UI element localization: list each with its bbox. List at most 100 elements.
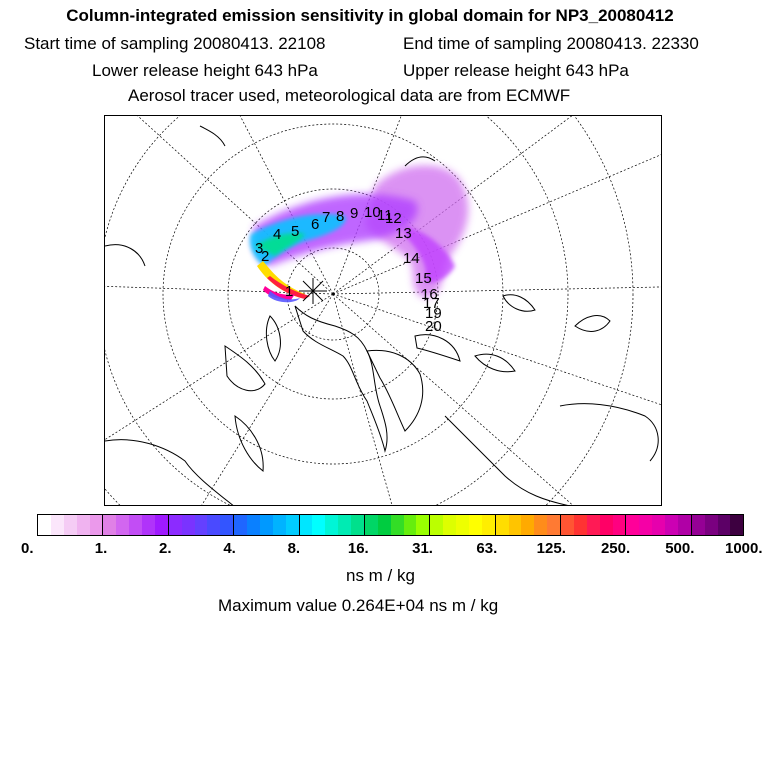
trajectory-label: 16 [421, 286, 438, 303]
colorbar-swatch [456, 515, 469, 535]
polar-map-panel: 1 2 3 4 5 6 7 8 9 10 11 12 13 14 15 16 1… [104, 115, 662, 506]
colorbar-tick-label: 31. [412, 540, 433, 557]
colorbar-swatch [508, 515, 522, 535]
colorbar-tick-label: 8. [287, 540, 301, 557]
colorbar-tick-label: 2. [159, 540, 172, 557]
colorbar-swatch [652, 515, 665, 535]
trajectory-label: 5 [291, 223, 299, 240]
tracer-info-label: Aerosol tracer used, meteorological data… [128, 86, 571, 105]
lower-release-label: Lower release height 643 hPa [92, 61, 318, 80]
colorbar-swatch [247, 515, 260, 535]
colorbar-swatch [495, 515, 509, 535]
trajectory-label: 3 [255, 240, 263, 257]
upper-release-label: Upper release height 643 hPa [403, 61, 629, 80]
trajectory-labels: 1 2 3 4 5 6 7 8 9 10 11 12 13 14 15 16 1… [255, 204, 442, 335]
trajectory-label: 19 [425, 305, 442, 322]
colorbar-tick-label: 125. [536, 540, 566, 557]
colorbar-swatch [299, 515, 313, 535]
colorbar-swatch [677, 515, 692, 535]
coastlines [105, 125, 659, 505]
trajectory-label: 12 [385, 210, 402, 227]
colorbar-swatch [704, 515, 718, 535]
colorbar-swatch [691, 515, 705, 535]
colorbar-swatch [665, 515, 678, 535]
colorbar-swatch [443, 515, 456, 535]
colorbar-swatch [351, 515, 365, 535]
colorbar-swatch [481, 515, 496, 535]
colorbar-tick-label: 0. [21, 540, 34, 557]
trajectory-label: 14 [403, 250, 420, 267]
colorbar-swatch [612, 515, 627, 535]
trajectory-label: 20 [425, 318, 442, 335]
colorbar-swatch [63, 515, 77, 535]
colorbar-swatch [586, 515, 600, 535]
end-time-label: End time of sampling 20080413. 22330 [403, 34, 699, 53]
colorbar [37, 514, 744, 536]
colorbar-swatch [599, 515, 613, 535]
colorbar-swatch [207, 515, 221, 535]
colorbar-swatch [403, 515, 417, 535]
trajectory-label: 1 [285, 283, 293, 300]
trajectory-label: 6 [311, 216, 319, 233]
trajectory-label: 2 [261, 248, 269, 265]
meridian-lines [105, 116, 661, 505]
figure-title: Column-integrated emission sensitivity i… [66, 6, 674, 25]
release-site-star [299, 278, 327, 304]
colorbar-swatch [194, 515, 208, 535]
colorbar-swatch [38, 515, 51, 535]
colorbar-swatch [626, 515, 640, 535]
trajectory-label: 13 [395, 225, 412, 242]
colorbar-swatch [573, 515, 587, 535]
colorbar-swatch [338, 515, 351, 535]
colorbar-swatch [325, 515, 339, 535]
colorbar-swatch [547, 515, 561, 535]
colorbar-swatch [377, 515, 391, 535]
colorbar-swatch [730, 515, 744, 535]
trajectory-label: 9 [350, 205, 358, 222]
colorbar-tick-label: 500. [665, 540, 695, 557]
colorbar-tick-label: 1000. [725, 540, 763, 557]
start-time-label: Start time of sampling 20080413. 22108 [24, 34, 326, 53]
trajectory-label: 10 [364, 204, 381, 221]
emission-plume [249, 165, 469, 303]
trajectory-label: 17 [423, 295, 440, 312]
latitude-circles [105, 116, 634, 505]
trajectory-label: 7 [322, 209, 330, 226]
colorbar-swatch [220, 515, 235, 535]
colorbar-swatch [468, 515, 482, 535]
colorbar-swatch [272, 515, 286, 535]
trajectory-label: 4 [273, 226, 281, 243]
colorbar-tick-label: 16. [347, 540, 369, 557]
colorbar-swatch [181, 515, 195, 535]
colorbar-swatch [534, 515, 548, 535]
colorbar-tick-label: 1. [94, 540, 108, 557]
trajectory-label: 8 [336, 208, 344, 225]
colorbar-swatch [116, 515, 130, 535]
colorbar-swatch [142, 515, 155, 535]
colorbar-swatch [50, 515, 64, 535]
colorbar-swatch [639, 515, 653, 535]
colorbar-swatch [364, 515, 378, 535]
colorbar-swatch [285, 515, 300, 535]
colorbar-swatch [259, 515, 273, 535]
colorbar-swatch [561, 515, 574, 535]
colorbar-swatch [430, 515, 444, 535]
polar-map-svg: 1 2 3 4 5 6 7 8 9 10 11 12 13 14 15 16 1… [105, 116, 661, 505]
colorbar-swatch [103, 515, 117, 535]
colorbar-tick-label: 4. [223, 540, 236, 557]
colorbar-swatch [168, 515, 182, 535]
colorbar-swatch [76, 515, 90, 535]
colorbar-swatch [234, 515, 247, 535]
colorbar-tick-label: 63. [476, 540, 498, 557]
colorbar-tick-label: 250. [600, 540, 631, 557]
colorbar-swatch [416, 515, 431, 535]
colorbar-swatch [312, 515, 326, 535]
colorbar-swatch [154, 515, 169, 535]
colorbar-swatch [89, 515, 104, 535]
colorbar-swatch [390, 515, 404, 535]
maximum-value-label: Maximum value 0.264E+04 ns m / kg [218, 596, 499, 615]
trajectory-label: 11 [377, 207, 393, 224]
colorbar-units: ns m / kg [346, 566, 415, 585]
trajectory-label: 15 [415, 270, 432, 287]
colorbar-swatch [129, 515, 142, 535]
